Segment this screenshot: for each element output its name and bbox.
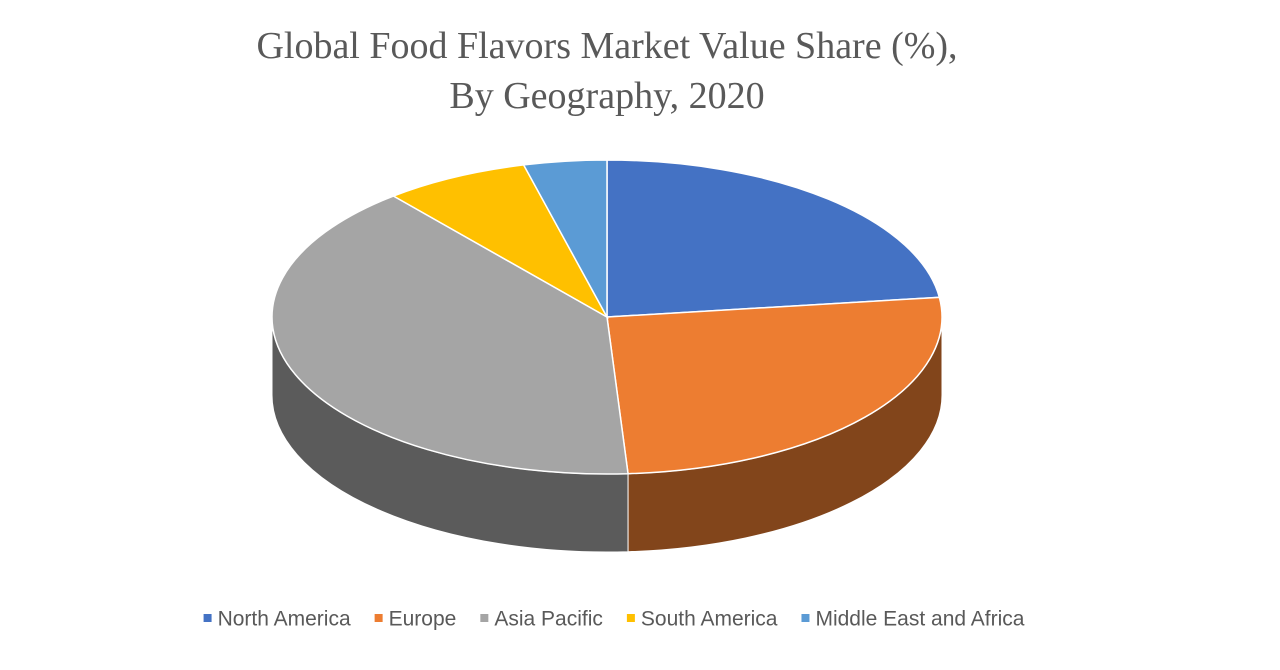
legend: North America Europe Asia Pacific South Ame…	[203, 608, 1025, 631]
legend-label: Europe	[389, 608, 457, 631]
legend-swatch	[801, 614, 810, 622]
legend-swatch	[626, 614, 635, 622]
legend-swatch	[480, 614, 489, 622]
legend-label: Asia Pacific	[494, 608, 603, 631]
chart-title: By Geography, 2020	[449, 75, 764, 117]
slice	[606, 159, 941, 318]
slice	[522, 159, 608, 318]
legend-label: Middle East and Africa	[815, 608, 1024, 631]
chart-title: Global Food Flavors Market Value Share (…	[256, 25, 957, 67]
legend-label: South America	[641, 608, 778, 631]
slice	[271, 195, 629, 475]
legend-label: North America	[218, 608, 351, 631]
legend-swatch	[203, 614, 212, 622]
legend-swatch	[374, 614, 383, 622]
slice	[391, 164, 609, 319]
slice	[606, 296, 943, 475]
